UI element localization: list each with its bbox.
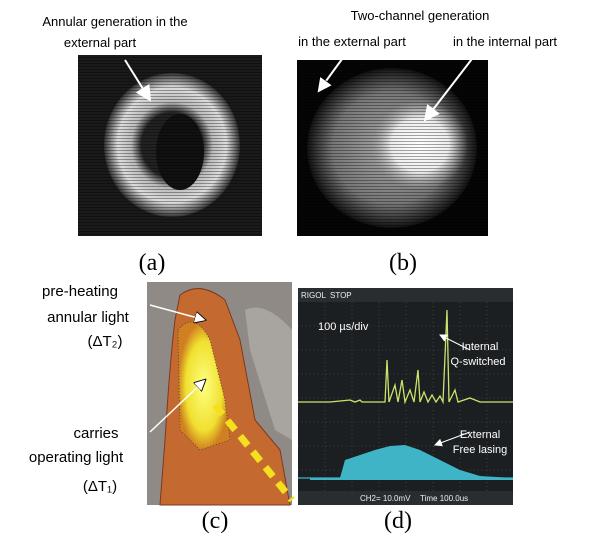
caption: (b) bbox=[389, 250, 417, 276]
label: in the external part bbox=[298, 34, 406, 49]
panel-d: RIGOL STOP CH2= 10.0mV Time 100.0us 100 … bbox=[298, 288, 513, 534]
label: operating light bbox=[29, 449, 124, 466]
label: (ΔT₂) bbox=[88, 333, 123, 350]
label: Internal bbox=[462, 341, 499, 353]
scope-text: Time 100.0us bbox=[420, 494, 468, 503]
scope-text: RIGOL bbox=[301, 291, 326, 300]
label: Annular generation in the bbox=[42, 14, 187, 29]
label: Q-switched bbox=[450, 356, 505, 368]
panel-c: pre-heating annular light (ΔT₂) carries … bbox=[29, 282, 292, 534]
panel-a: Annular generation in the external part … bbox=[42, 14, 262, 276]
label: (ΔT₁) bbox=[83, 478, 117, 495]
label: carries bbox=[73, 425, 118, 442]
scanlines bbox=[297, 60, 488, 236]
panel-b: Two-channel generation in the external p… bbox=[297, 8, 557, 276]
figure: Annular generation in the external part … bbox=[0, 0, 593, 537]
label: annular light bbox=[47, 309, 130, 326]
page: {"panel_a":{"label_lines":["Annular gene… bbox=[0, 0, 593, 537]
label: in the internal part bbox=[453, 34, 557, 49]
label: pre-heating bbox=[42, 283, 118, 300]
title: Two-channel generation bbox=[351, 8, 490, 23]
caption: (a) bbox=[139, 250, 166, 276]
scope-text: CH2= 10.0mV bbox=[360, 494, 411, 503]
label: Free lasing bbox=[453, 444, 507, 456]
caption: (c) bbox=[202, 508, 229, 534]
caption: (d) bbox=[384, 508, 412, 534]
timebase: 100 µs/div bbox=[318, 321, 369, 333]
label: External bbox=[460, 429, 500, 441]
label: external part bbox=[64, 35, 137, 50]
scanlines bbox=[78, 55, 262, 236]
scope-text: STOP bbox=[330, 291, 352, 300]
